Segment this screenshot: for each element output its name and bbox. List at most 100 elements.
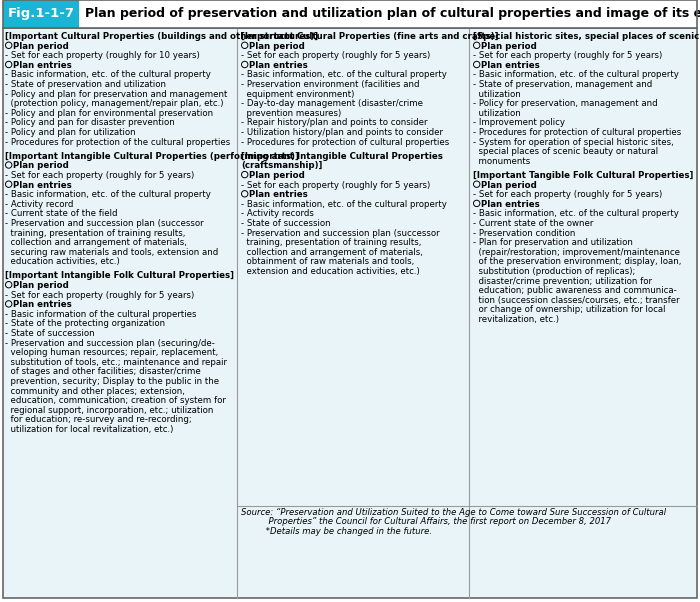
Text: monuments: monuments	[473, 157, 531, 166]
Text: - Set for each property (roughly for 5 years): - Set for each property (roughly for 5 y…	[5, 291, 195, 300]
Text: substitution (production of replicas);: substitution (production of replicas);	[473, 267, 636, 276]
Text: of the preservation environment; display, loan,: of the preservation environment; display…	[473, 257, 681, 266]
Text: - Basic information, etc. of the cultural property: - Basic information, etc. of the cultura…	[473, 209, 679, 219]
Text: (protection policy, management/repair plan, etc.): (protection policy, management/repair pl…	[5, 99, 223, 108]
Text: - Basic information, etc. of the cultural property: - Basic information, etc. of the cultura…	[241, 200, 447, 209]
Text: training, presentation of training results,: training, presentation of training resul…	[241, 238, 421, 247]
Text: - Current state of the field: - Current state of the field	[5, 209, 118, 219]
Text: - Preservation and succession plan (successor: - Preservation and succession plan (succ…	[241, 229, 440, 238]
Text: - State of succession: - State of succession	[5, 329, 95, 338]
Text: - Procedures for protection of cultural properties: - Procedures for protection of cultural …	[473, 128, 681, 137]
Text: obtainment of raw materials and tools,: obtainment of raw materials and tools,	[241, 257, 414, 266]
Text: - Plan for preservation and utilization: - Plan for preservation and utilization	[473, 238, 633, 247]
Text: - Basic information, etc. of the cultural property: - Basic information, etc. of the cultura…	[5, 190, 211, 199]
Text: disaster/crime prevention; utilization for: disaster/crime prevention; utilization f…	[473, 276, 652, 285]
Text: Source: “Preservation and Utilization Suited to the Age to Come toward Sure Succ: Source: “Preservation and Utilization Su…	[241, 508, 666, 517]
Text: - Preservation and succession plan (successor: - Preservation and succession plan (succ…	[5, 219, 204, 228]
Bar	[3, 0, 697, 28]
Text: - Preservation environment (facilities and: - Preservation environment (facilities a…	[241, 80, 419, 89]
Text: Properties” the Council for Cultural Affairs, the first report on December 8, 20: Properties” the Council for Cultural Aff…	[241, 518, 611, 527]
Text: - Basic information, etc. of the cultural property: - Basic information, etc. of the cultura…	[473, 70, 679, 79]
Text: tion (succession classes/courses, etc.; transfer: tion (succession classes/courses, etc.; …	[473, 296, 680, 305]
Text: Plan period: Plan period	[13, 42, 69, 51]
Text: - Basic information, etc. of the cultural property: - Basic information, etc. of the cultura…	[241, 70, 447, 79]
Text: substitution of tools, etc.; maintenance and repair: substitution of tools, etc.; maintenance…	[5, 358, 227, 367]
Text: - Policy and plan for environmental preservation: - Policy and plan for environmental pres…	[5, 109, 213, 118]
Text: - Set for each property (roughly for 5 years): - Set for each property (roughly for 5 y…	[5, 171, 195, 180]
Text: Plan period: Plan period	[249, 171, 305, 180]
Circle shape	[6, 42, 12, 49]
Text: - Set for each property (roughly for 5 years): - Set for each property (roughly for 5 y…	[241, 181, 430, 190]
Circle shape	[6, 301, 12, 307]
Text: - State of succession: - State of succession	[241, 219, 330, 228]
Text: Plan entries: Plan entries	[249, 190, 308, 199]
Text: Plan entries: Plan entries	[249, 61, 308, 70]
Text: - Activity record: - Activity record	[5, 200, 74, 209]
Text: [Special historic sites, special places of scenic beauty, special natural monume: [Special historic sites, special places …	[473, 32, 700, 41]
Text: - State of preservation, management and: - State of preservation, management and	[473, 80, 652, 89]
Text: Fig.1-1-7: Fig.1-1-7	[8, 7, 74, 20]
Text: - Policy for preservation, management and: - Policy for preservation, management an…	[473, 99, 657, 108]
Text: regional support, incorporation, etc.; utilization: regional support, incorporation, etc.; u…	[5, 406, 214, 415]
Text: - Set for each property (roughly for 5 years): - Set for each property (roughly for 5 y…	[473, 190, 662, 199]
Text: utilization for local revitalization, etc.): utilization for local revitalization, et…	[5, 425, 174, 434]
Text: for education; re-survey and re-recording;: for education; re-survey and re-recordin…	[5, 415, 192, 424]
Text: equipment environment): equipment environment)	[241, 90, 354, 99]
Text: [Important Intangible Cultural Properties (performing arts)]: [Important Intangible Cultural Propertie…	[5, 152, 299, 161]
Text: - Current state of the owner: - Current state of the owner	[473, 219, 594, 228]
Text: - Preservation condition: - Preservation condition	[473, 229, 575, 238]
Text: - Improvement policy: - Improvement policy	[473, 119, 565, 128]
Text: [Important Tangible Folk Cultural Properties]: [Important Tangible Folk Cultural Proper…	[473, 171, 694, 180]
Text: - Activity records: - Activity records	[241, 209, 314, 219]
Text: - System for operation of special historic sites,: - System for operation of special histor…	[473, 138, 673, 147]
Text: education activities, etc.): education activities, etc.)	[5, 257, 120, 266]
Text: training, presentation of training results,: training, presentation of training resul…	[5, 229, 186, 238]
Text: Plan entries: Plan entries	[482, 200, 540, 209]
Text: Plan entries: Plan entries	[13, 61, 72, 70]
Text: - Procedures for protection of cultural properties: - Procedures for protection of cultural …	[241, 138, 449, 147]
Text: utilization: utilization	[473, 90, 521, 99]
Text: - State of the protecting organization: - State of the protecting organization	[5, 320, 165, 329]
Text: education; public awareness and communica-: education; public awareness and communic…	[473, 286, 677, 295]
Text: Plan entries: Plan entries	[13, 181, 72, 190]
Text: (craftsmanship)]: (craftsmanship)]	[241, 161, 323, 170]
Text: revitalization, etc.): revitalization, etc.)	[473, 315, 559, 324]
Circle shape	[6, 162, 12, 168]
Text: Plan period: Plan period	[13, 161, 69, 170]
Text: Plan period: Plan period	[249, 42, 305, 51]
Text: - Set for each property (roughly for 5 years): - Set for each property (roughly for 5 y…	[241, 51, 430, 60]
Text: or change of ownership; utilization for local: or change of ownership; utilization for …	[473, 305, 666, 314]
Text: special places of scenic beauty or natural: special places of scenic beauty or natur…	[473, 147, 658, 156]
Text: *Details may be changed in the future.: *Details may be changed in the future.	[241, 527, 432, 536]
Circle shape	[241, 191, 248, 197]
Text: - Preservation and succession plan (securing/de-: - Preservation and succession plan (secu…	[5, 338, 215, 347]
Text: collection and arrangement of materials,: collection and arrangement of materials,	[5, 238, 187, 247]
Text: - Policy and pan for disaster prevention: - Policy and pan for disaster prevention	[5, 119, 175, 128]
Circle shape	[473, 200, 480, 206]
Circle shape	[241, 61, 248, 67]
Circle shape	[473, 42, 480, 49]
Text: utilization: utilization	[473, 109, 521, 118]
Text: veloping human resources; repair, replacement,: veloping human resources; repair, replac…	[5, 348, 218, 357]
Text: Plan entries: Plan entries	[13, 300, 72, 309]
Text: - Repair history/plan and points to consider: - Repair history/plan and points to cons…	[241, 119, 428, 128]
Text: collection and arrangement of materials,: collection and arrangement of materials,	[241, 247, 423, 256]
Text: - Set for each property (roughly for 5 years): - Set for each property (roughly for 5 y…	[473, 51, 662, 60]
Text: - Policy and plan for preservation and management: - Policy and plan for preservation and m…	[5, 90, 228, 99]
Text: prevention measures): prevention measures)	[241, 109, 342, 118]
Text: [Important Cultural Properties (fine arts and crafts)]: [Important Cultural Properties (fine art…	[241, 32, 498, 41]
Text: of stages and other facilities; disaster/crime: of stages and other facilities; disaster…	[5, 367, 201, 376]
Text: Plan entries: Plan entries	[482, 61, 540, 70]
Text: - Policy and plan for utilization: - Policy and plan for utilization	[5, 128, 136, 137]
Text: prevention, security; Display to the public in the: prevention, security; Display to the pub…	[5, 377, 219, 386]
Text: (repair/restoration; improvement/maintenance: (repair/restoration; improvement/mainten…	[473, 247, 680, 256]
Circle shape	[473, 61, 480, 67]
Text: - Procedures for protection of the cultural properties: - Procedures for protection of the cultu…	[5, 138, 230, 147]
Text: Plan period: Plan period	[482, 181, 537, 190]
Text: education, communication; creation of system for: education, communication; creation of sy…	[5, 396, 226, 405]
Circle shape	[6, 61, 12, 67]
Text: - Utilization history/plan and points to consider: - Utilization history/plan and points to…	[241, 128, 443, 137]
Circle shape	[6, 282, 12, 288]
Text: Plan period: Plan period	[13, 281, 69, 290]
Circle shape	[473, 181, 480, 187]
